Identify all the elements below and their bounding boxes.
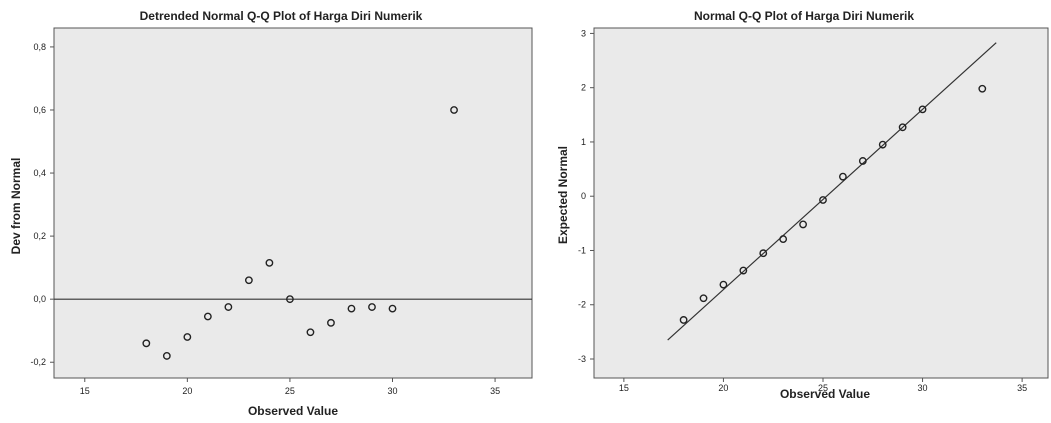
x-tick-label: 35	[1017, 383, 1027, 393]
x-tick-label: 30	[918, 383, 928, 393]
data-point	[799, 220, 807, 229]
x-axis-label: Observed Value	[780, 387, 870, 401]
y-tick-label: 1	[581, 137, 586, 147]
detrended-qq-svg: Detrended Normal Q-Q Plot of Harga Diri …	[9, 9, 533, 418]
y-tick-label: 0,4	[33, 168, 46, 178]
y-tick-label: 0,6	[33, 105, 46, 115]
data-point	[224, 303, 233, 311]
chart-title: Detrended Normal Q-Q Plot of Harga Diri …	[140, 9, 423, 23]
x-tick-label: 35	[490, 386, 500, 396]
data-point	[306, 328, 315, 337]
x-tick-label: 25	[285, 386, 295, 396]
y-tick-label: -2	[578, 300, 586, 310]
detrended-qq-chart: Detrended Normal Q-Q Plot of Harga Diri …	[9, 9, 533, 418]
data-point	[368, 303, 376, 311]
data-point	[183, 333, 192, 341]
data-point	[347, 304, 356, 313]
data-point	[388, 304, 397, 313]
normal-qq-svg: Normal Q-Q Plot of Harga Diri Numerik Ob…	[556, 9, 1049, 401]
data-point	[839, 172, 847, 181]
y-tick-label: -1	[578, 245, 586, 255]
y-tick-label: 0,2	[33, 231, 46, 241]
x-tick-label: 30	[387, 386, 397, 396]
plot-marks: 15 20 25 30 35 -3 -2 -1 0 1 2 3	[578, 28, 1027, 393]
data-point	[286, 295, 294, 304]
reference-line	[667, 42, 997, 341]
data-point	[142, 339, 151, 348]
y-axis-label: Expected Normal	[556, 146, 570, 244]
data-point	[265, 259, 274, 267]
normal-qq-chart: Normal Q-Q Plot of Harga Diri Numerik Ob…	[545, 0, 1051, 423]
y-tick-label: 3	[581, 28, 586, 38]
plot-marks: 15 20 25 30 35 -0,2 0,0 0,2 0,4 0,6 0,8	[30, 42, 532, 396]
data-point	[679, 316, 688, 324]
x-axis-label: Observed Value	[248, 404, 338, 418]
data-point	[779, 235, 788, 243]
y-tick-label: 0,0	[33, 294, 46, 304]
y-axis-label: Dev from Normal	[9, 158, 23, 255]
x-tick-label: 15	[619, 383, 629, 393]
data-point	[244, 276, 253, 285]
x-tick-label: 20	[718, 383, 728, 393]
data-point	[162, 352, 171, 360]
data-point	[819, 196, 827, 204]
data-point	[719, 280, 728, 289]
data-point	[759, 249, 768, 258]
y-tick-label: -0,2	[30, 357, 46, 367]
y-tick-label: 0	[581, 191, 586, 201]
chart-title: Normal Q-Q Plot of Harga Diri Numerik	[694, 9, 914, 23]
data-point	[898, 123, 907, 132]
x-tick-label: 20	[182, 386, 192, 396]
x-tick-label: 25	[818, 383, 828, 393]
data-point	[327, 318, 335, 327]
x-tick-label: 15	[80, 386, 90, 396]
y-tick-label: 2	[581, 83, 586, 93]
y-tick-label: -3	[578, 354, 586, 364]
plot-area	[53, 27, 533, 379]
data-point	[739, 266, 748, 275]
y-tick-label: 0,8	[33, 42, 46, 52]
data-point	[203, 312, 212, 321]
data-point	[978, 84, 987, 93]
data-point	[918, 105, 927, 114]
data-point	[858, 157, 867, 165]
data-point	[450, 106, 458, 114]
data-point	[699, 294, 708, 303]
data-point	[878, 140, 887, 149]
